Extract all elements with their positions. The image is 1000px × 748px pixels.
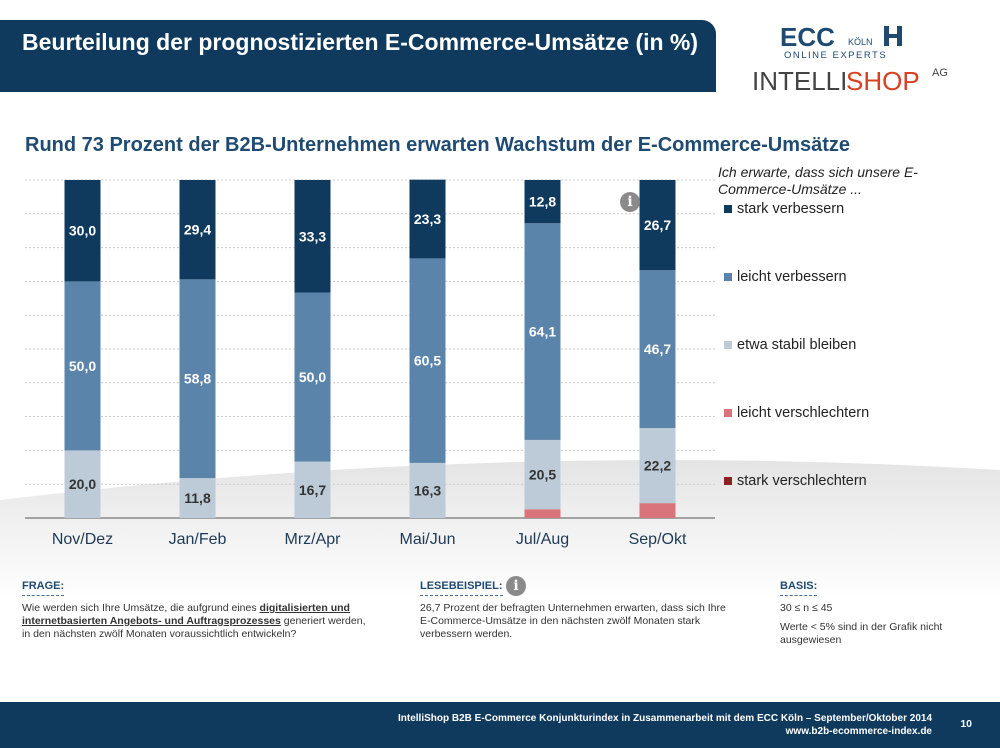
ecc-logo-text: ECC [780,22,835,52]
intellishop-logo: INTELLI SHOP AG [752,66,948,96]
lesebeispiel-heading: LESEBEISPIEL: [420,580,503,596]
frage-heading: FRAGE: [22,580,65,596]
frage-text-bold: digitalisierten und internetbasierten An… [22,602,350,627]
frage-section: FRAGE: Wie werden sich Ihre Umsätze, die… [22,580,367,641]
footer-credit: IntelliShop B2B E-Commerce Konjunkturind… [398,712,932,738]
bottom-bar: IntelliShop B2B E-Commerce Konjunkturind… [0,702,1000,748]
lesebeispiel-section: LESEBEISPIEL: 26,7 Prozent der befragten… [420,580,730,641]
frage-text-part2: generiert werden, in den nächsten zwölf … [22,615,366,640]
ecc-logo-sub: ONLINE EXPERTS [784,50,887,61]
page-number: 10 [960,718,972,730]
footer-credit-line1: IntelliShop B2B E-Commerce Konjunkturind… [398,713,932,724]
legend-intro: Ich erwarte, dass sich unsere E-Commerce… [718,164,918,197]
intellishop-logo-part2: SHOP [846,66,920,96]
intellishop-logo-part1: INTELLI [752,66,847,96]
page-title: Beurteilung der prognostizierten E-Comme… [22,29,699,55]
lesebeispiel-text: 26,7 Prozent der befragten Unternehmen e… [420,602,726,640]
ecc-logo-city: KÖLN [848,37,873,47]
frage-text-part1: Wie werden sich Ihre Umsätze, die aufgru… [22,602,260,614]
basis-section: BASIS: 30 ≤ n ≤ 45 Werte < 5% sind in de… [780,580,970,647]
footer-credit-url[interactable]: www.b2b-ecommerce-index.de [785,726,932,737]
info-icon-lesebeispiel[interactable]: i [506,576,526,596]
title-bar: Beurteilung der prognostizierten E-Comme… [0,20,716,92]
basis-text: Werte < 5% sind in der Grafik nicht ausg… [780,621,943,646]
basis-heading: BASIS: [780,580,818,596]
ecc-logo: ECC KÖLN ONLINE EXPERTS [780,22,902,61]
basis-n: 30 ≤ n ≤ 45 [780,602,833,614]
info-icon[interactable]: i [620,192,640,212]
intellishop-logo-ag: AG [932,67,948,79]
chart-subtitle: Rund 73 Prozent der B2B-Unternehmen erwa… [25,134,850,156]
